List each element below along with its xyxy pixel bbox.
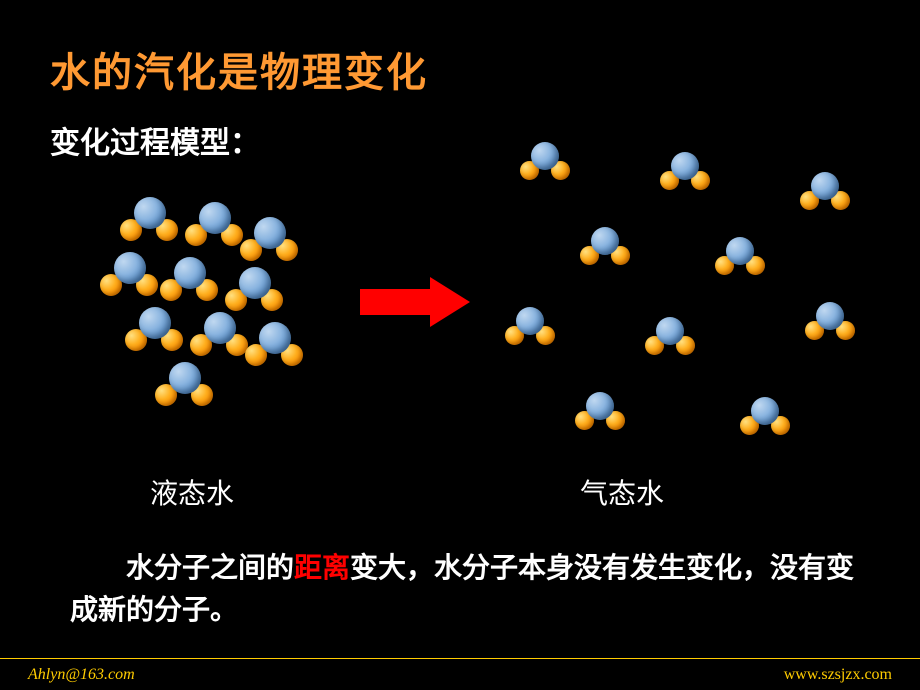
oxygen-atom: [516, 307, 544, 335]
liquid-molecules-group: [90, 192, 330, 432]
oxygen-atom: [531, 142, 559, 170]
water-molecule: [155, 362, 215, 422]
oxygen-atom: [656, 317, 684, 345]
water-molecule: [505, 307, 555, 357]
slide: 水的汽化是物理变化 变化过程模型： 液态水 气态水 水分子之间的距离变大，水分子…: [0, 0, 920, 690]
desc-highlight: 距离: [294, 552, 350, 583]
labels-row: 液态水 气态水: [50, 472, 870, 522]
description-text: 水分子之间的距离变大，水分子本身没有发生变化，没有变成新的分子。: [50, 547, 870, 631]
oxygen-atom: [204, 312, 236, 344]
water-molecule: [580, 227, 630, 277]
oxygen-atom: [586, 392, 614, 420]
desc-pre: 水分子之间的: [126, 552, 294, 583]
gas-label: 气态水: [580, 472, 664, 512]
gas-molecules-group: [490, 142, 910, 462]
arrow-body: [360, 289, 430, 315]
footer-email: Ahlyn@163.com: [28, 666, 135, 684]
water-molecule: [120, 197, 180, 257]
slide-title: 水的汽化是物理变化: [50, 40, 870, 98]
footer: Ahlyn@163.com www.szsjzx.com: [0, 658, 920, 690]
oxygen-atom: [751, 397, 779, 425]
oxygen-atom: [816, 302, 844, 330]
water-molecule: [185, 202, 245, 262]
diagram-area: [50, 172, 870, 472]
oxygen-atom: [239, 267, 271, 299]
oxygen-atom: [671, 152, 699, 180]
oxygen-atom: [591, 227, 619, 255]
transition-arrow: [360, 277, 470, 327]
water-molecule: [245, 322, 305, 382]
water-molecule: [660, 152, 710, 202]
oxygen-atom: [259, 322, 291, 354]
oxygen-atom: [169, 362, 201, 394]
oxygen-atom: [134, 197, 166, 229]
oxygen-atom: [811, 172, 839, 200]
water-molecule: [805, 302, 855, 352]
oxygen-atom: [114, 252, 146, 284]
water-molecule: [575, 392, 625, 442]
footer-url: www.szsjzx.com: [784, 666, 892, 684]
water-molecule: [645, 317, 695, 367]
oxygen-atom: [139, 307, 171, 339]
water-molecule: [740, 397, 790, 447]
oxygen-atom: [254, 217, 286, 249]
oxygen-atom: [726, 237, 754, 265]
liquid-label: 液态水: [150, 472, 234, 512]
water-molecule: [520, 142, 570, 192]
oxygen-atom: [174, 257, 206, 289]
arrow-head: [430, 277, 470, 327]
water-molecule: [715, 237, 765, 287]
water-molecule: [125, 307, 185, 367]
water-molecule: [800, 172, 850, 222]
water-molecule: [100, 252, 160, 312]
oxygen-atom: [199, 202, 231, 234]
